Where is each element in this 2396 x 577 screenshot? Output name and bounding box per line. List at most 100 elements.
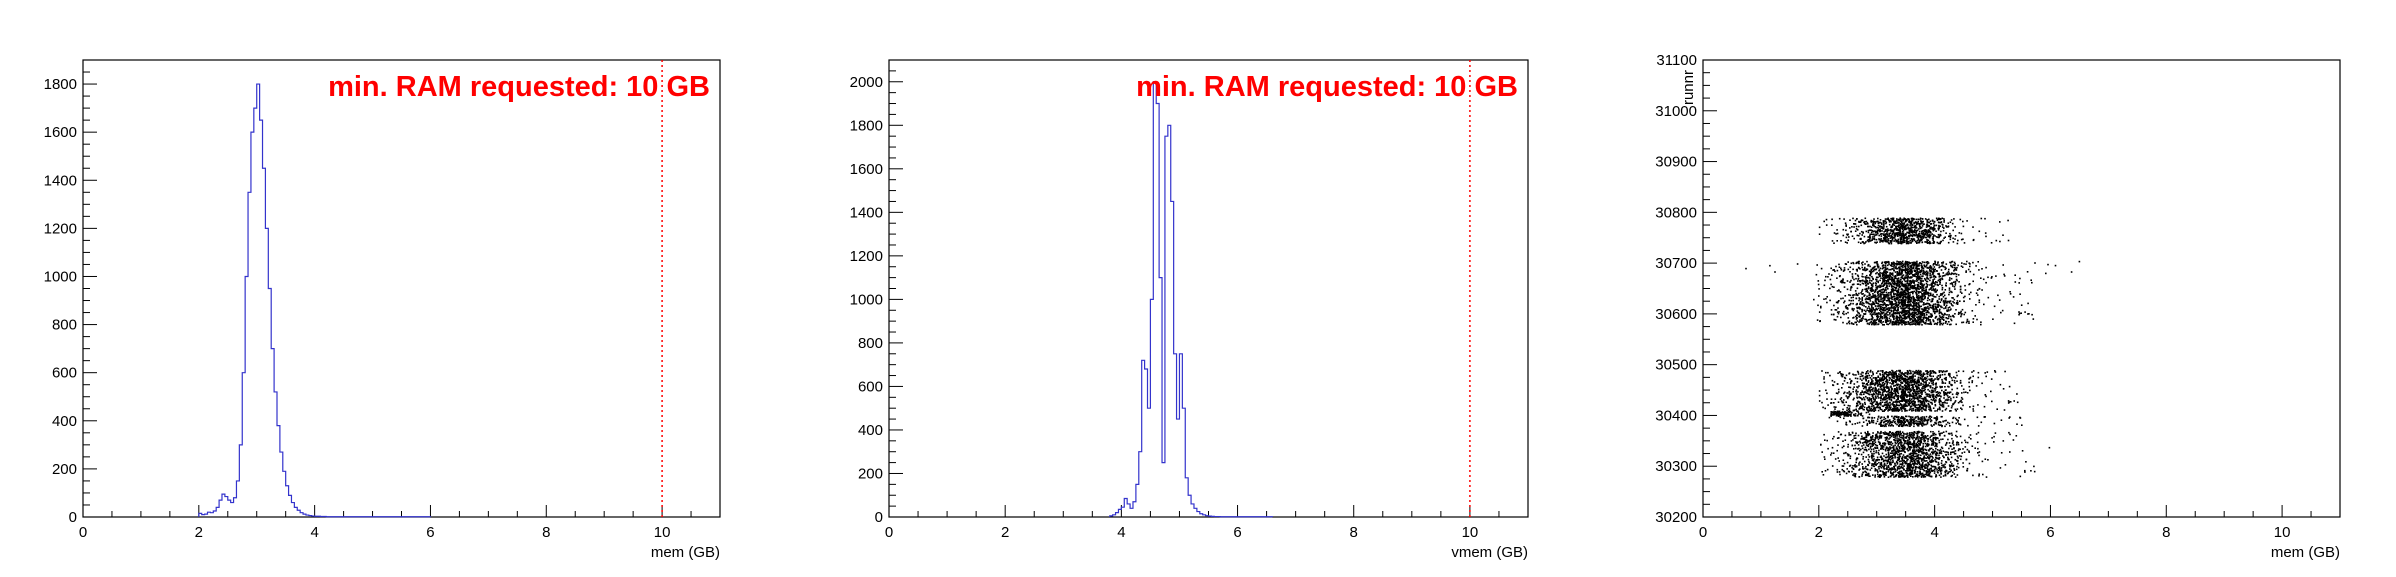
scatter-point <box>1928 320 1930 322</box>
scatter-point <box>1952 394 1954 396</box>
scatter-point <box>1930 232 1932 234</box>
scatter-point <box>1975 304 1977 306</box>
scatter-point <box>1905 220 1907 222</box>
scatter-point <box>1852 391 1854 393</box>
scatter-point <box>1885 264 1887 266</box>
scatter-point <box>1862 264 1864 266</box>
scatter-point <box>1906 287 1908 289</box>
scatter-point <box>1946 273 1948 275</box>
scatter-point <box>1885 220 1887 222</box>
scatter-point <box>1905 281 1907 283</box>
scatter-point <box>1947 323 1949 325</box>
scatter-point <box>1958 313 1960 315</box>
scatter-point <box>1848 236 1850 238</box>
scatter-point <box>1905 272 1907 274</box>
scatter-point <box>1901 235 1903 237</box>
scatter-point <box>1920 298 1922 300</box>
scatter-point <box>1868 232 1870 234</box>
scatter-point <box>1873 282 1875 284</box>
scatter-point <box>1857 280 1859 282</box>
scatter-point <box>1920 278 1922 280</box>
scatter-point <box>1921 293 1923 295</box>
scatter-point <box>1890 269 1892 271</box>
scatter-point <box>1904 277 1906 279</box>
scatter-point <box>1827 276 1829 278</box>
scatter-point <box>1874 296 1876 298</box>
scatter-point <box>2027 303 2029 305</box>
scatter-point <box>1917 378 1919 380</box>
scatter-point <box>1880 297 1882 299</box>
scatter-point <box>1928 318 1930 320</box>
scatter-point <box>1875 324 1877 326</box>
scatter-point <box>1911 276 1913 278</box>
scatter-point <box>1877 318 1879 320</box>
scatter-point <box>1928 295 1930 297</box>
scatter-point <box>1881 394 1883 396</box>
scatter-point <box>1866 221 1868 223</box>
scatter-point <box>1877 315 1879 317</box>
scatter-point <box>1851 297 1853 299</box>
scatter-point <box>1871 226 1873 228</box>
scatter-point <box>1892 303 1894 305</box>
scatter-point <box>1895 393 1897 395</box>
scatter-point <box>1945 268 1947 270</box>
scatter-point <box>1931 289 1933 291</box>
scatter-point <box>1983 304 1985 306</box>
scatter-point <box>1929 284 1931 286</box>
scatter-point <box>1875 300 1877 302</box>
scatter-point <box>1839 275 1841 277</box>
scatter-point <box>1907 224 1909 226</box>
scatter-point <box>1968 284 1970 286</box>
scatter-point <box>1865 299 1867 301</box>
scatter-point <box>1885 295 1887 297</box>
scatter-point <box>1941 300 1943 302</box>
scatter-point <box>1891 226 1893 228</box>
scatter-point <box>1833 305 1835 307</box>
scatter-point <box>1907 321 1909 323</box>
scatter-point <box>2014 323 2016 325</box>
scatter-point <box>1893 218 1895 220</box>
scatter-point <box>1927 306 1929 308</box>
scatter-point <box>1889 235 1891 237</box>
scatter-point <box>1969 406 1971 408</box>
scatter-point <box>1892 321 1894 323</box>
scatter-point <box>1893 283 1895 285</box>
scatter-point <box>1938 298 1940 300</box>
scatter-point <box>1925 303 1927 305</box>
scatter-point <box>1928 225 1930 227</box>
scatter-point <box>2003 274 2005 276</box>
x-tick-label: 4 <box>310 524 318 541</box>
scatter-point <box>1930 267 1932 269</box>
scatter-point <box>1861 298 1863 300</box>
scatter-point <box>1876 322 1878 324</box>
scatter-point <box>1985 394 1987 396</box>
scatter-point <box>1919 233 1921 235</box>
scatter-point <box>1895 303 1897 305</box>
scatter-point <box>1824 285 1826 287</box>
scatter-point <box>1869 324 1871 326</box>
scatter-point <box>2031 282 2033 284</box>
scatter-point <box>1890 310 1892 312</box>
y-tick-label: 1600 <box>850 161 883 178</box>
scatter-point <box>1882 318 1884 320</box>
scatter-point <box>1856 307 1858 309</box>
scatter-point <box>1902 225 1904 227</box>
histogram-bin <box>260 120 263 517</box>
scatter-point <box>1901 219 1903 221</box>
scatter-point <box>1952 238 1954 240</box>
scatter-point <box>1919 219 1921 221</box>
scatter-point <box>1911 265 1913 267</box>
y-tick-label: 30800 <box>1655 204 1697 221</box>
scatter-point <box>2071 271 2073 273</box>
scatter-point <box>1848 405 1850 407</box>
scatter-point <box>1856 324 1858 326</box>
scatter-point <box>1920 274 1922 276</box>
scatter-point <box>1972 262 1974 264</box>
scatter-point <box>1835 319 1837 321</box>
scatter-point <box>1929 379 1931 381</box>
scatter-point <box>1905 264 1907 266</box>
scatter-point <box>1913 306 1915 308</box>
scatter-point <box>1867 226 1869 228</box>
scatter-point <box>1883 224 1885 226</box>
plot-frame <box>1703 60 2340 517</box>
